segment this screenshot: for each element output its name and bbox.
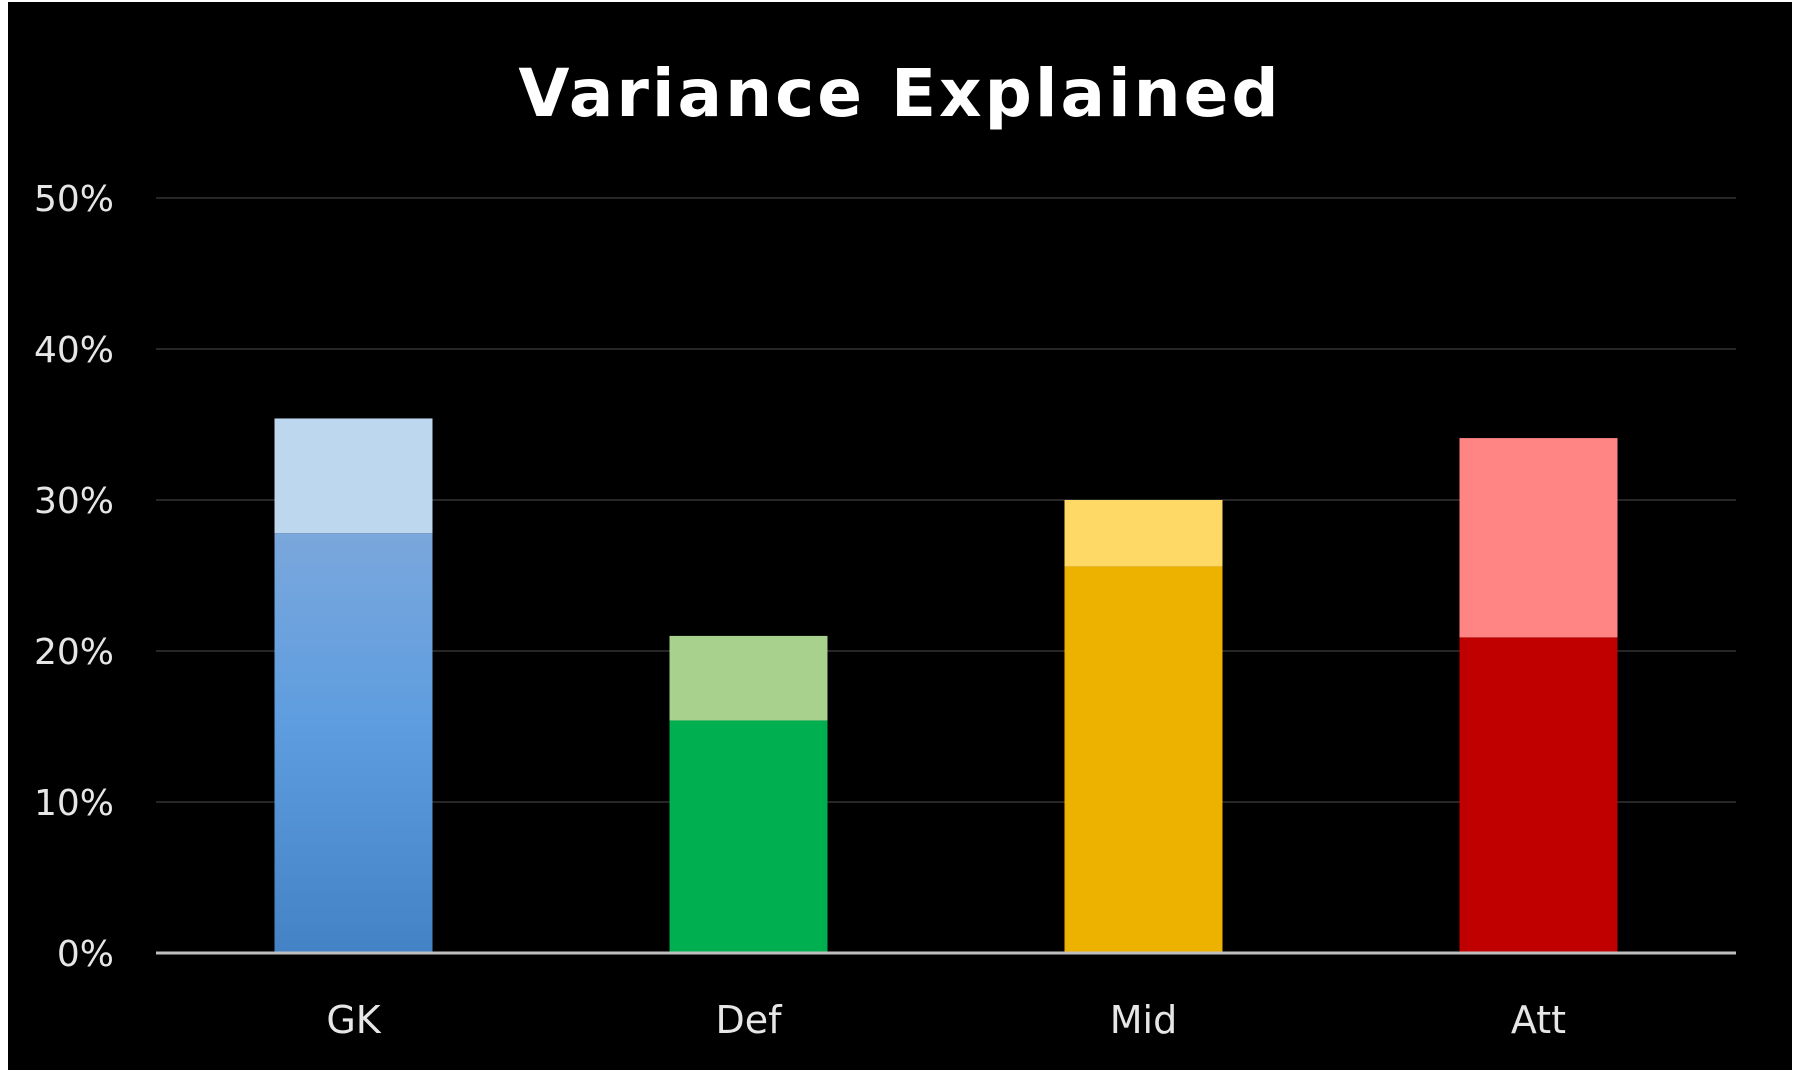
bars bbox=[274, 418, 1618, 953]
bar-mid-segment-1 bbox=[1064, 566, 1223, 953]
bar-gk-segment-2 bbox=[274, 418, 433, 534]
y-tick-label: 0% bbox=[57, 934, 114, 975]
y-tick-label: 10% bbox=[34, 783, 114, 824]
bar-def-segment-2 bbox=[669, 635, 828, 721]
chart-frame: Variance Explained 0% 10% 20% 30% 40% 50% GK D… bbox=[8, 2, 1792, 1070]
x-category-label: Mid bbox=[1110, 998, 1177, 1042]
bar-mid-segment-2 bbox=[1064, 500, 1223, 567]
x-category-label: Att bbox=[1511, 998, 1566, 1042]
y-tick-label: 50% bbox=[34, 179, 114, 220]
x-axis-category-labels: GK Def Mid Att bbox=[326, 998, 1566, 1042]
bar-gk-segment-1 bbox=[274, 533, 433, 953]
y-axis-tick-labels: 0% 10% 20% 30% 40% 50% bbox=[34, 179, 114, 975]
y-tick-label: 20% bbox=[34, 632, 114, 673]
x-category-label: Def bbox=[715, 998, 783, 1042]
x-category-label: GK bbox=[326, 998, 381, 1042]
bar-def-segment-1 bbox=[669, 720, 828, 953]
bar-chart: Variance Explained 0% 10% 20% 30% 40% 50% GK D… bbox=[34, 55, 1736, 1042]
y-tick-label: 30% bbox=[34, 481, 114, 522]
chart-title: Variance Explained bbox=[518, 55, 1281, 132]
bar-att-segment-1 bbox=[1459, 637, 1618, 953]
bar-att-segment-2 bbox=[1459, 438, 1618, 638]
y-tick-label: 40% bbox=[34, 330, 114, 371]
